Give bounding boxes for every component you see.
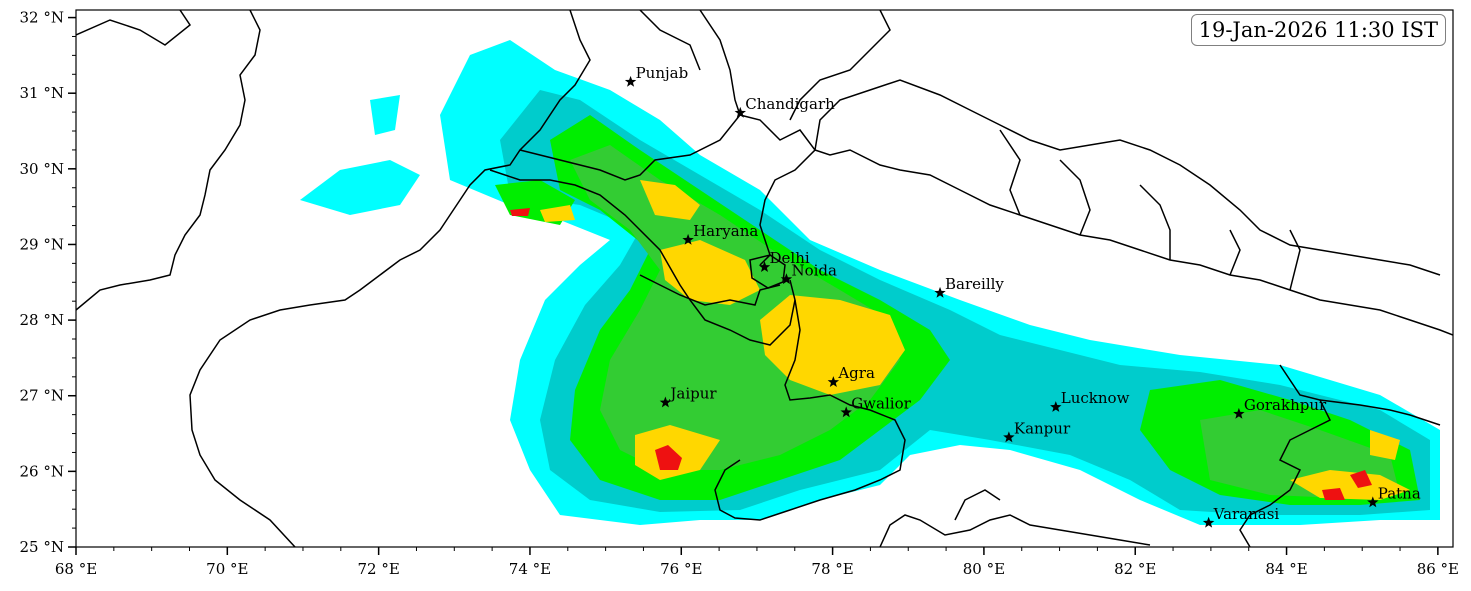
x-tick-label: 76 °E bbox=[660, 560, 702, 578]
city-label: Noida bbox=[791, 261, 837, 279]
axes: 68 °E 70 °E 72 °E 74 °E 76 °E 78 °E 80 °E 82 °E… bbox=[20, 9, 1460, 578]
city-star-icon bbox=[840, 406, 852, 418]
city-star-icon bbox=[827, 376, 840, 387]
timestamp-label: 19-Jan-2026 11:30 IST bbox=[1198, 18, 1438, 42]
y-tick-label: 25 °N bbox=[20, 538, 64, 556]
city-star-icon bbox=[758, 261, 771, 273]
x-tick-label: 84 °E bbox=[1265, 560, 1307, 578]
city-label: Patna bbox=[1378, 484, 1421, 502]
x-tick-label: 72 °E bbox=[357, 560, 399, 578]
x-tick-label: 68 °E bbox=[55, 560, 97, 578]
y-tick-label: 31 °N bbox=[20, 84, 64, 102]
city-label: Lucknow bbox=[1061, 389, 1130, 407]
x-tick-label: 82 °E bbox=[1114, 560, 1156, 578]
city-label: Agra bbox=[837, 364, 875, 382]
city-star-icon bbox=[1367, 496, 1379, 508]
city-star-icon bbox=[1050, 401, 1062, 412]
city-label: Bareilly bbox=[945, 275, 1004, 293]
city-label: Chandigarh bbox=[745, 95, 835, 113]
x-tick-label: 78 °E bbox=[811, 560, 853, 578]
y-tick-label: 30 °N bbox=[20, 160, 64, 178]
precipitation-layer bbox=[300, 40, 1440, 525]
plot-frame bbox=[75, 9, 1454, 548]
city-label: Varanasi bbox=[1213, 505, 1280, 523]
timestamp-box: 19-Jan-2026 11:30 IST bbox=[1190, 14, 1446, 47]
y-tick-label: 27 °N bbox=[20, 387, 64, 405]
city-star-icon bbox=[1233, 407, 1245, 419]
city-label: Haryana bbox=[693, 222, 758, 240]
x-tick-label: 70 °E bbox=[206, 560, 248, 578]
precip-level-5 bbox=[540, 180, 1410, 500]
y-tick-label: 29 °N bbox=[20, 235, 64, 253]
y-tick-label: 32 °N bbox=[20, 9, 64, 27]
city-label: Jaipur bbox=[668, 385, 717, 403]
city-star-icon bbox=[780, 273, 793, 285]
city-star-icon bbox=[1003, 431, 1015, 443]
y-tick-label: 26 °N bbox=[20, 462, 64, 480]
city-label: Kanpur bbox=[1014, 419, 1071, 437]
boundary-lines bbox=[76, 10, 1453, 547]
precip-level-6 bbox=[510, 208, 1372, 500]
city-star-icon bbox=[934, 286, 946, 298]
city-label: Gwalior bbox=[851, 394, 911, 412]
city-label: Delhi bbox=[770, 249, 810, 267]
x-tick-label: 86 °E bbox=[1417, 560, 1459, 578]
city-star-icon bbox=[659, 396, 672, 408]
city-star-icon bbox=[1202, 516, 1215, 528]
city-label: Gorakhpur bbox=[1244, 396, 1327, 414]
city-star-icon bbox=[734, 106, 746, 118]
x-tick-label: 80 °E bbox=[963, 560, 1005, 578]
x-tick-label: 74 °E bbox=[509, 560, 551, 578]
city-label: Punjab bbox=[636, 64, 689, 82]
city-star-icon bbox=[624, 75, 637, 87]
y-tick-label: 28 °N bbox=[20, 311, 64, 329]
city-star-icon bbox=[682, 233, 694, 245]
